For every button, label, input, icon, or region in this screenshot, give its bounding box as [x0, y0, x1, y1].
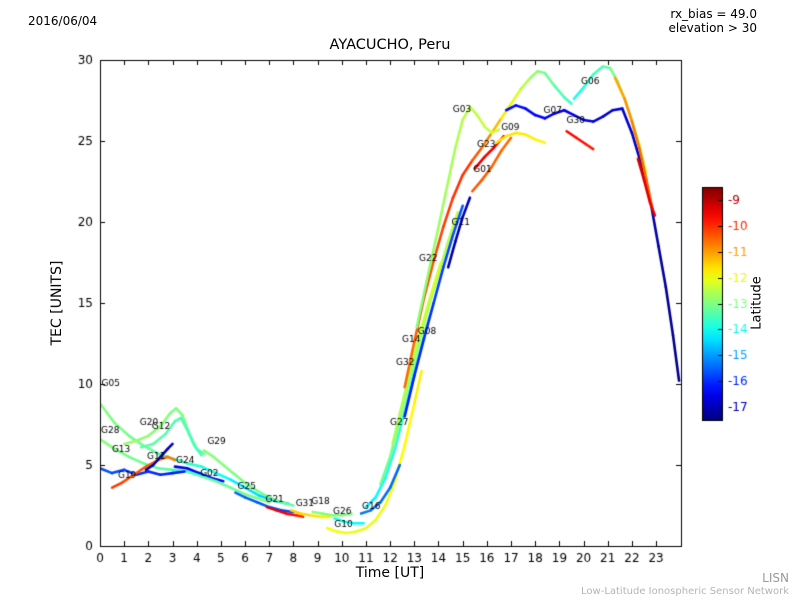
annotation-block: rx_bias = 49.0 elevation > 30: [669, 7, 758, 35]
x-axis-label: Time [UT]: [355, 565, 425, 581]
y-axis-label: TEC [UNITS]: [49, 260, 65, 346]
elevation-text: elevation > 30: [668, 21, 758, 35]
rx-bias-text: rx_bias = 49.0: [670, 7, 757, 21]
colorbar-label: Latitude: [749, 276, 765, 330]
credit-lisn: LISN: [762, 571, 789, 585]
credit-network-name: Low-Latitude Ionospheric Sensor Network: [581, 586, 789, 597]
chart-title: AYACUCHO, Peru: [329, 37, 451, 53]
date-label: 2016/06/04: [28, 14, 98, 28]
